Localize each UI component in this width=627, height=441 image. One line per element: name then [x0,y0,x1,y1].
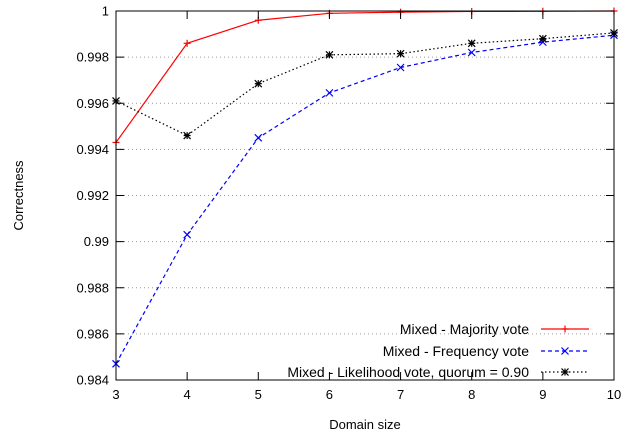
data-point [538,34,547,43]
legend-item: Mixed - Likelihood vote, quorum = 0.90 [287,364,589,380]
data-point [561,347,569,355]
x-tick-label: 3 [112,387,119,402]
y-tick-label: 0.984 [76,373,109,388]
x-tick-label: 8 [468,387,475,402]
series-lines [112,7,618,368]
x-tick-label: 7 [397,387,404,402]
series [112,7,618,146]
legend-item: Mixed - Frequency vote [383,343,589,359]
axis-ticks: 0.984 0.986 0.988 0.99 0.992 0.994 0.996 0.998 1… [76,4,621,403]
data-point [254,79,263,88]
y-tick-label: 0.986 [76,326,109,341]
y-tick-label: 0.992 [76,188,109,203]
x-tick-label: 6 [326,387,333,402]
data-point [561,368,569,376]
y-tick-label: 0.998 [76,50,109,65]
data-point [467,39,476,48]
legend: Mixed - Majority vote Mixed - Frequency v… [287,321,589,380]
y-tick-label: 0.996 [76,96,109,111]
data-point [183,39,191,47]
x-tick-label: 10 [607,387,621,402]
data-point [396,63,405,72]
legend-label: Mixed - Majority vote [400,321,529,337]
y-tick-label: 1 [102,4,109,19]
data-point [396,49,405,58]
series-line [115,34,615,365]
legend-item: Mixed - Majority vote [400,321,589,337]
y-tick-label: 0.994 [76,142,109,157]
series-line [115,10,615,143]
data-point [325,88,334,97]
x-tick-label: 9 [539,387,546,402]
data-point [183,131,192,140]
y-tick-label: 0.99 [84,234,109,249]
series [112,28,618,140]
grid-lines [116,56,614,335]
legend-label: Mixed - Likelihood vote, quorum = 0.90 [287,364,529,380]
y-axis-label: Correctness [11,160,26,231]
x-tick-label: 4 [184,387,191,402]
series-line [115,32,615,137]
x-axis-label: Domain size [329,417,401,432]
x-tick-label: 5 [255,387,262,402]
data-point [183,230,192,239]
data-point [561,325,569,333]
legend-label: Mixed - Frequency vote [383,343,529,359]
series [112,31,618,368]
y-tick-label: 0.988 [76,280,109,295]
data-point [467,48,476,57]
data-point [254,133,263,142]
data-point [325,50,334,59]
